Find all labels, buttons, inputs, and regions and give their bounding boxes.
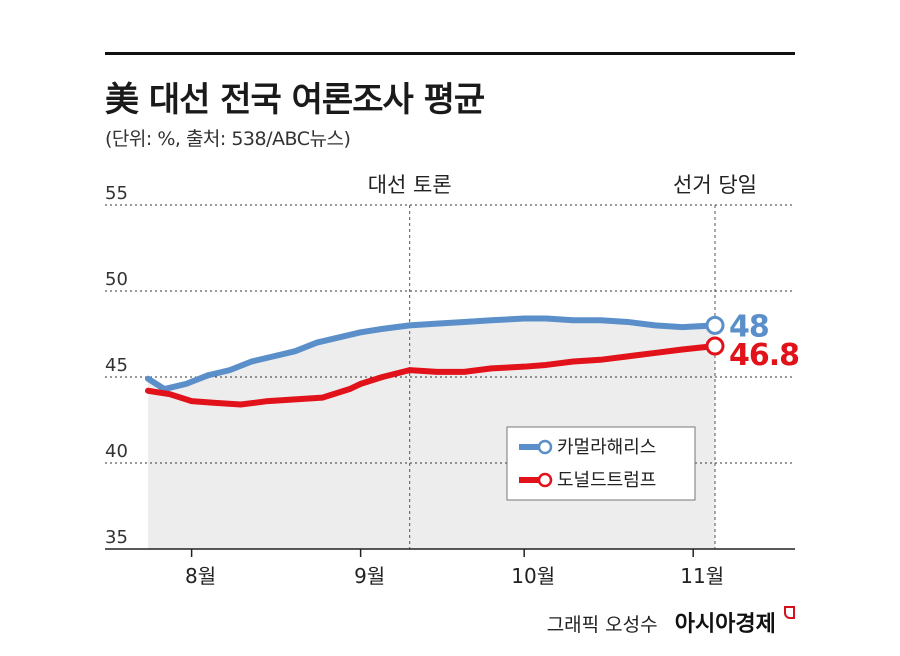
brand-logo: 아시아경제	[674, 612, 776, 637]
legend-box	[506, 426, 696, 501]
brand-mark-icon	[784, 606, 795, 619]
legend-marker-icon	[537, 439, 553, 455]
y-tick-label: 40	[105, 441, 128, 462]
y-tick-label: 50	[105, 269, 128, 290]
legend-label: 카멀라해리스	[557, 437, 656, 458]
end-marker	[705, 315, 725, 335]
chart-subtitle: (단위: %, 출처: 538/ABC뉴스)	[105, 128, 351, 150]
x-tick-label: 11월	[680, 564, 724, 588]
end-value-label: 48	[729, 309, 769, 344]
x-tick-label: 10월	[511, 564, 555, 588]
series-line	[145, 315, 718, 393]
end-marker	[705, 336, 725, 356]
event-markers: 대선 토론 선거 당일	[368, 173, 757, 549]
y-tick-label: 45	[105, 355, 128, 376]
x-axis-ticks: 8월 9월 10월 11월	[185, 549, 724, 588]
end-value-label: 46.8	[729, 338, 799, 373]
y-tick-label: 55	[105, 183, 128, 204]
graphic-credit: 그래픽 오성수	[546, 614, 658, 636]
chart-title: 美 대선 전국 여론조사 평균	[105, 80, 485, 120]
event-label: 대선 토론	[368, 173, 452, 197]
x-tick-label: 8월	[185, 564, 216, 588]
footer: 그래픽 오성수 아시아경제	[547, 606, 795, 638]
legend-label: 도널드트럼프	[557, 470, 656, 491]
y-tick-label: 35	[105, 527, 128, 548]
series-lines	[145, 315, 718, 408]
event-label: 선거 당일	[673, 173, 757, 197]
y-axis-ticks: 55 50 45 40 35	[105, 183, 128, 548]
legend-marker-icon	[537, 472, 553, 488]
x-tick-label: 9월	[354, 564, 385, 588]
top-rule	[105, 52, 795, 55]
